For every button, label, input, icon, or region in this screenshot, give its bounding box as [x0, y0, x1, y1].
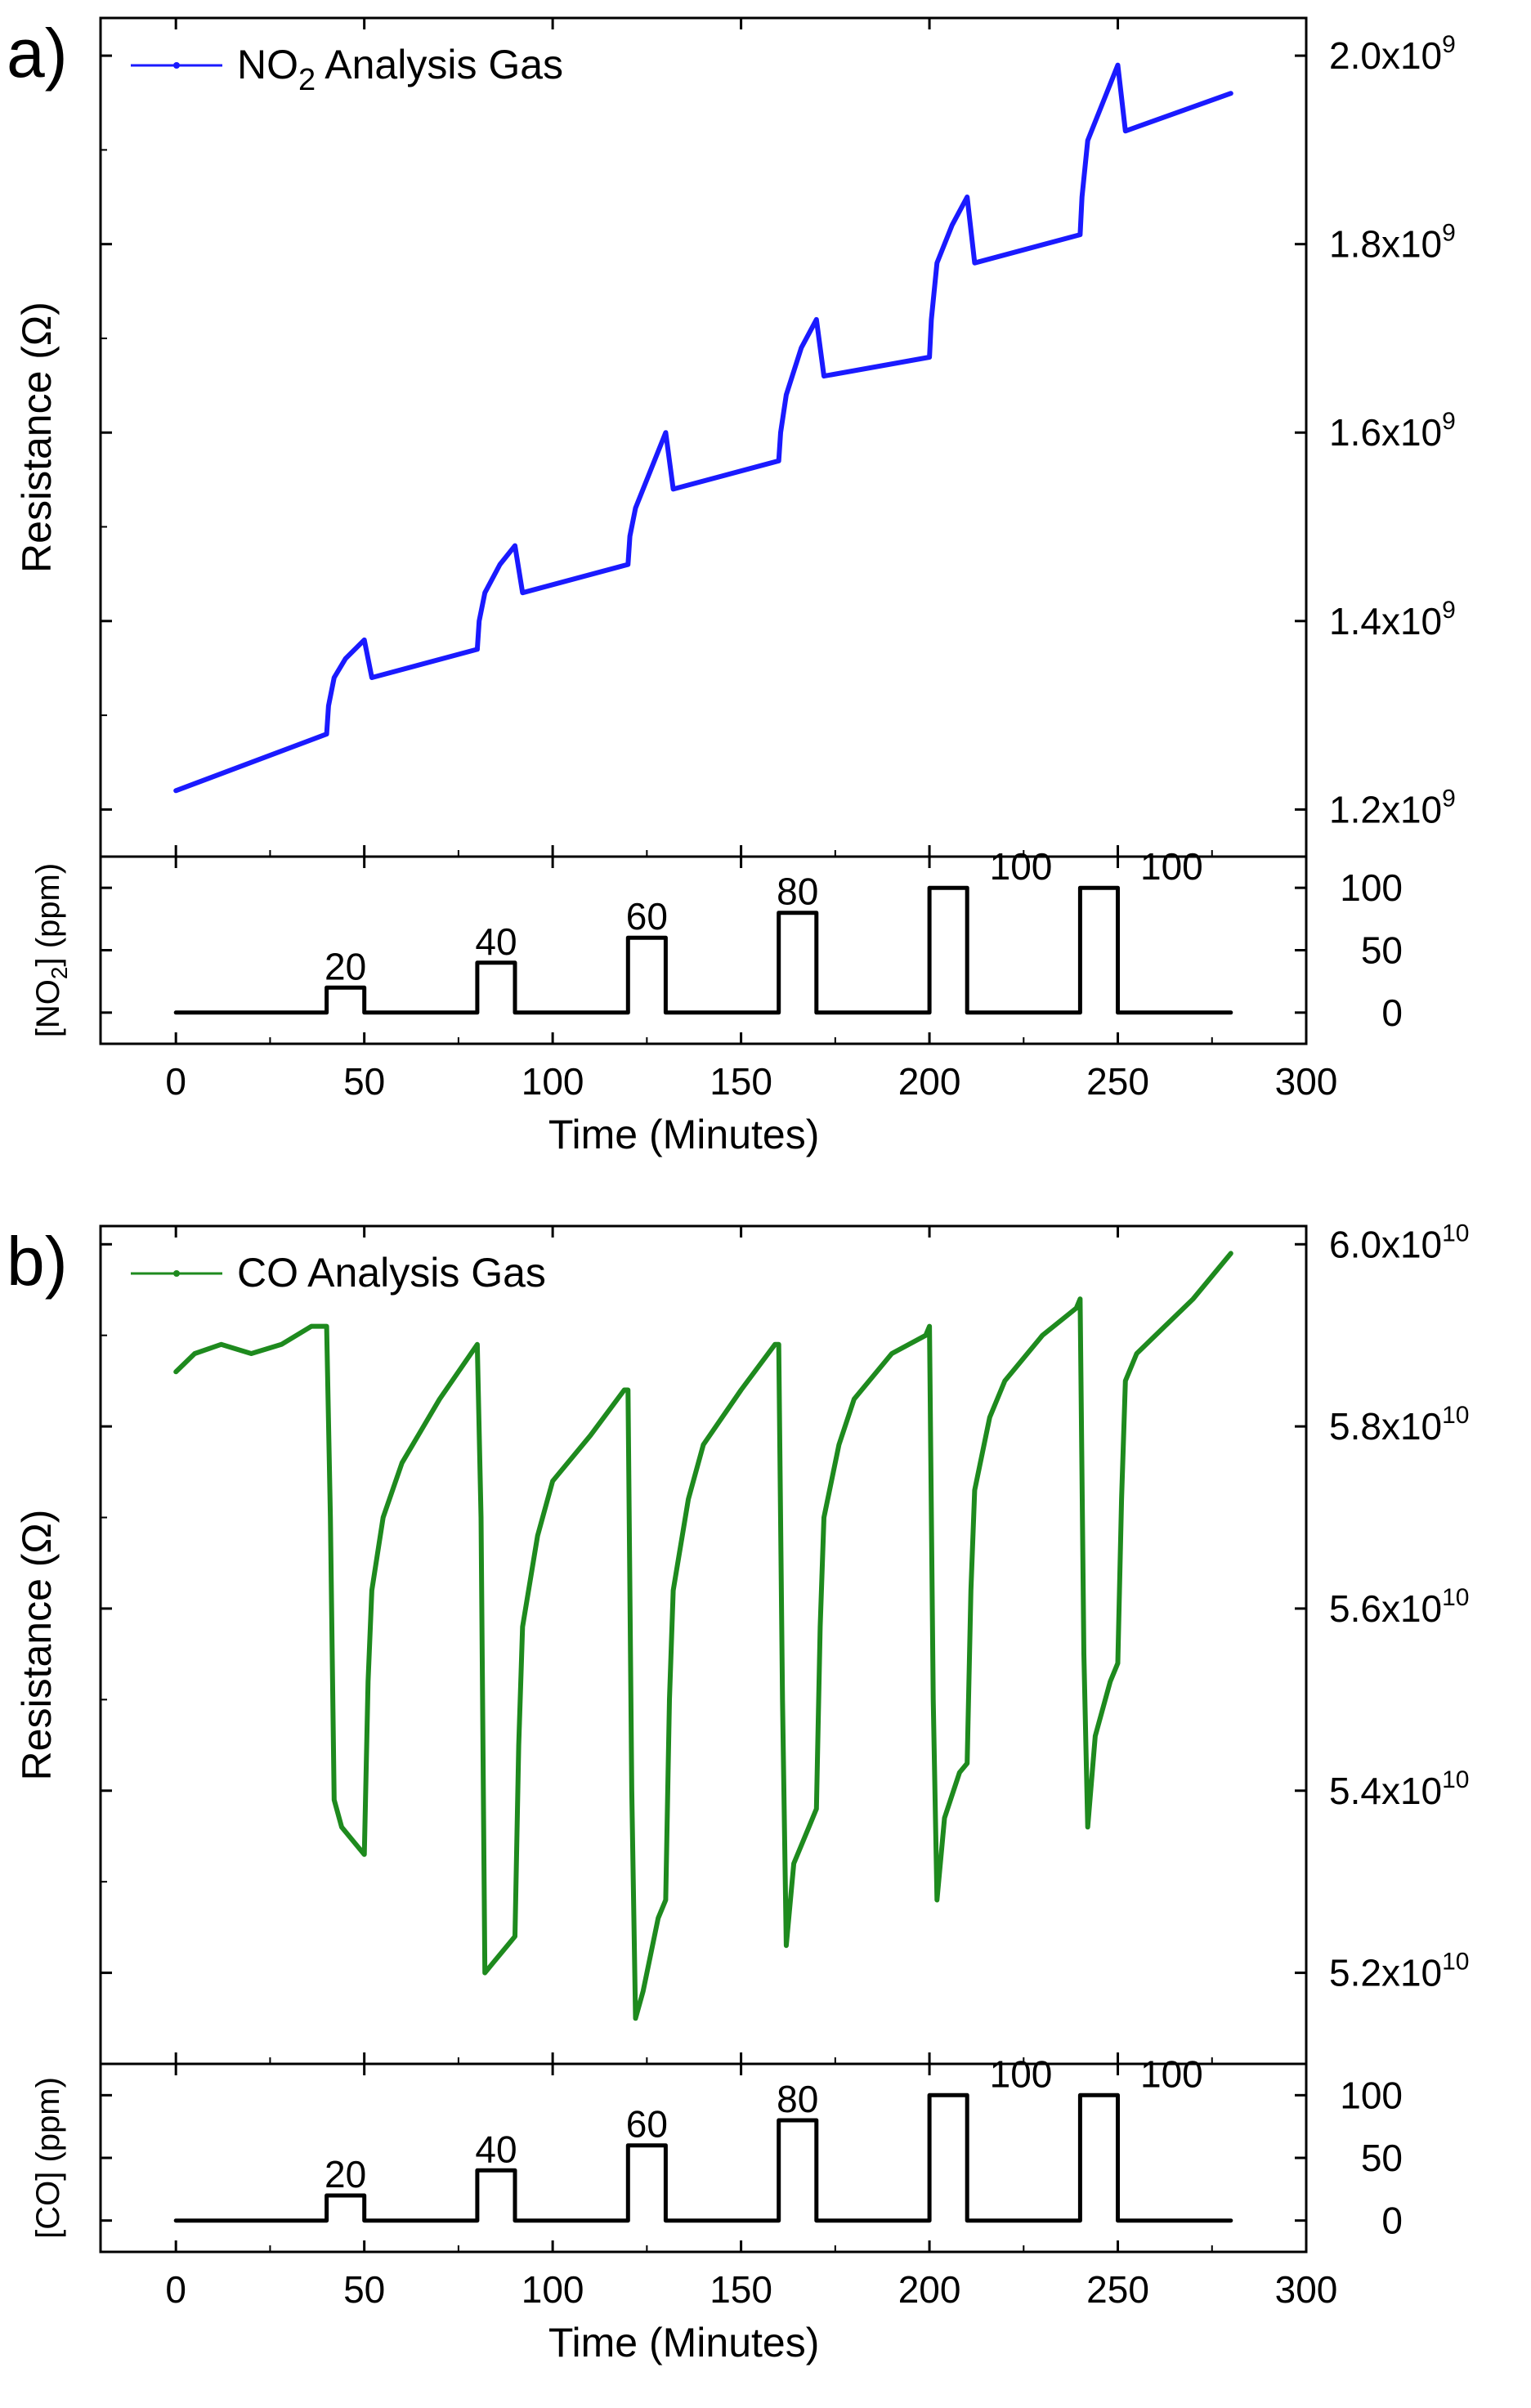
panel-label: a): [7, 15, 68, 92]
x-tick-label: 150: [710, 2268, 772, 2311]
y-tick-label: 1.2x109: [1329, 785, 1456, 830]
y-tick-label: 5.2x1010: [1329, 1949, 1470, 1994]
y-tick-mantissa: 5.8x10: [1329, 1405, 1442, 1448]
y-tick-mantissa: 1.8x10: [1329, 223, 1442, 266]
x-tick-label: 300: [1275, 2268, 1338, 2311]
panel-2: 5.2x10105.4x10105.6x10105.8x10106.0x1010…: [7, 1220, 1470, 2066]
y-tick-label: 50: [1361, 929, 1403, 972]
x-tick-label: 100: [522, 2268, 584, 2311]
y-tick-exponent: 10: [1442, 1949, 1469, 1976]
x-tick-label: 50: [343, 2268, 385, 2311]
y-tick-mantissa: 2.0x10: [1329, 34, 1442, 77]
plot-frame: [99, 855, 1308, 1045]
y-tick-mantissa: 6.0x10: [1329, 1223, 1442, 1265]
y-tick-label: 6.0x1010: [1329, 1220, 1470, 1265]
y-tick-mantissa: 5.2x10: [1329, 1952, 1442, 1994]
y-tick-label: 2.0x109: [1329, 31, 1456, 77]
x-tick-label: 100: [522, 1060, 584, 1103]
y-tick-label: 0: [1381, 991, 1403, 1034]
x-tick-label: 300: [1275, 1060, 1338, 1103]
legend-main: NO: [237, 42, 298, 87]
step-label: 100: [1140, 845, 1203, 888]
panel-0: 1.2x1091.4x1091.6x1091.8x1092.0x109Resis…: [7, 15, 1456, 858]
y-axis-label: [CO] (ppm): [30, 2077, 66, 2239]
y-tick-label: 1.4x109: [1329, 597, 1456, 642]
panel-1: 0 50 100 150 200 250 300 Time (Minutes) 0 50 100 [N…: [30, 845, 1403, 1157]
step-label: 20: [325, 2153, 366, 2195]
panel-label: b): [7, 1223, 68, 1300]
y-tick-label: 5.6x1010: [1329, 1584, 1470, 1630]
y-tick-exponent: 10: [1442, 1766, 1469, 1793]
plot-frame: [99, 2062, 1308, 2254]
step-label: 40: [475, 920, 517, 963]
y-tick-exponent: 10: [1442, 1220, 1469, 1247]
x-axis-label: Time (Minutes): [548, 2320, 820, 2365]
y-axis-label: Resistance (Ω): [14, 1510, 60, 1781]
y-tick-label: 1.8x109: [1329, 220, 1456, 266]
step-label: 100: [990, 2052, 1053, 2095]
y-tick-label: 100: [1340, 866, 1403, 909]
legend-marker: [173, 1270, 180, 1277]
y-tick-label: 1.6x109: [1329, 408, 1456, 454]
y-tick-mantissa: 1.4x10: [1329, 600, 1442, 642]
legend-marker: [173, 62, 180, 69]
y-tick-label: 100: [1340, 2074, 1403, 2116]
y-tick-exponent: 9: [1442, 408, 1456, 435]
step-label: 20: [325, 945, 366, 987]
x-tick-label: 0: [165, 1060, 186, 1103]
data-series-line: [173, 2092, 1233, 2223]
y-tick-exponent: 9: [1442, 597, 1456, 624]
x-tick-label: 50: [343, 1060, 385, 1103]
y-tick-exponent: 9: [1442, 785, 1456, 812]
legend-rest: Analysis Gas: [316, 42, 563, 87]
y-tick-exponent: 9: [1442, 31, 1456, 58]
y-axis-label: [NO2] (ppm): [30, 863, 72, 1037]
y-tick-exponent: 10: [1442, 1402, 1469, 1429]
step-label: 80: [777, 871, 818, 913]
y-tick-exponent: 9: [1442, 220, 1456, 247]
x-tick-label: 150: [710, 1060, 772, 1103]
x-tick-label: 0: [165, 2268, 186, 2311]
step-label: 100: [1140, 2052, 1203, 2095]
y-axis-label: Resistance (Ω): [14, 302, 60, 573]
y-tick-mantissa: 5.4x10: [1329, 1770, 1442, 1812]
y-tick-mantissa: 1.6x10: [1329, 411, 1442, 454]
y-tick-label: 50: [1361, 2137, 1403, 2179]
y-axis-label-main: [NO: [30, 979, 66, 1037]
x-axis-label: Time (Minutes): [548, 1112, 820, 1157]
x-tick-label: 200: [898, 2268, 961, 2311]
y-tick-label: 0: [1381, 2200, 1403, 2242]
y-tick-label: 5.8x1010: [1329, 1402, 1470, 1448]
data-series-line: [173, 885, 1233, 1015]
x-tick-label: 250: [1086, 2268, 1149, 2311]
legend-label: NO2 Analysis Gas: [237, 42, 563, 97]
step-label: 60: [626, 2103, 668, 2146]
step-label: 40: [475, 2128, 517, 2170]
x-tick-label: 200: [898, 1060, 961, 1103]
legend-sub: 2: [298, 63, 316, 97]
step-label: 100: [990, 845, 1053, 888]
data-series-line: [173, 62, 1233, 794]
panel-3: 0 50 100 150 200 250 300 Time (Minutes) 0 50 100 [C…: [30, 2052, 1403, 2365]
step-label: 80: [777, 2078, 818, 2120]
plot-frame: [99, 1224, 1308, 2066]
y-axis-label-sub: 2: [47, 966, 72, 979]
y-tick-exponent: 10: [1442, 1584, 1469, 1611]
plot-frame: [99, 16, 1308, 858]
y-tick-label: 5.4x1010: [1329, 1766, 1470, 1812]
x-tick-label: 250: [1086, 1060, 1149, 1103]
y-tick-mantissa: 1.2x10: [1329, 788, 1442, 830]
y-axis-label-rest: ] (ppm): [30, 863, 66, 967]
step-label: 60: [626, 895, 668, 938]
legend-label: CO Analysis Gas: [237, 1250, 546, 1296]
y-tick-mantissa: 5.6x10: [1329, 1587, 1442, 1630]
data-series-line: [173, 1251, 1233, 2021]
